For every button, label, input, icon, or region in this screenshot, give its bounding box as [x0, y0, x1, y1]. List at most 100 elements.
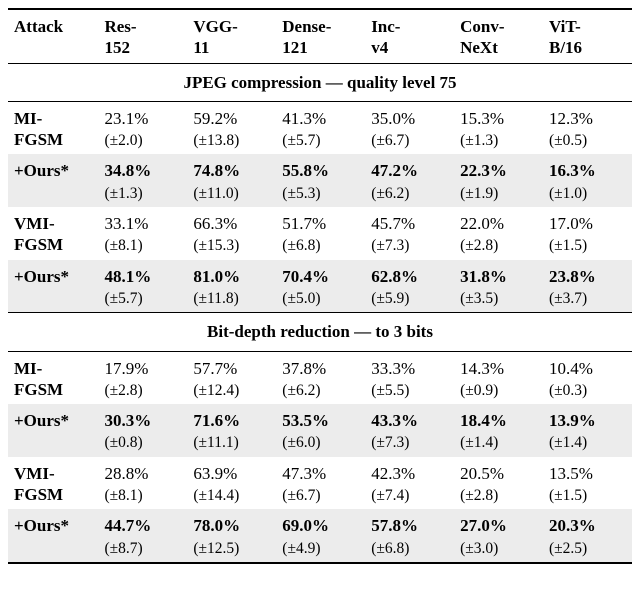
cell-stddev: (±6.2): [282, 382, 320, 399]
col-res152: Res- 152: [98, 9, 187, 63]
attack-l1: MI-: [14, 109, 42, 128]
attack-l1: VMI-: [14, 214, 55, 233]
data-cell: 66.3%(±15.3): [187, 207, 276, 260]
cell-stddev: (±6.0): [282, 434, 320, 451]
data-cell: 12.3%(±0.5): [543, 101, 632, 154]
cell-value: 23.8%: [549, 267, 596, 286]
cell-stddev: (±8.7): [104, 540, 142, 557]
col-vitb16: ViT- B/16: [543, 9, 632, 63]
cell-value: 10.4%: [549, 359, 593, 378]
cell-stddev: (±5.0): [282, 290, 320, 307]
cell-stddev: (±5.7): [282, 132, 320, 149]
col-l1: VGG-: [193, 17, 237, 36]
attack-l1: MI-: [14, 359, 42, 378]
cell-stddev: (±2.5): [549, 540, 587, 557]
col-attack: Attack: [8, 9, 98, 63]
col-l2: v4: [371, 38, 388, 57]
data-cell: 23.8%(±3.7): [543, 260, 632, 313]
cell-stddev: (±12.4): [193, 382, 239, 399]
cell-stddev: (±0.9): [460, 382, 498, 399]
table-row: VMI-FGSM33.1%(±8.1)66.3%(±15.3)51.7%(±6.…: [8, 207, 632, 260]
data-cell: 70.4%(±5.0): [276, 260, 365, 313]
cell-value: 18.4%: [460, 411, 507, 430]
data-cell: 13.9% (±1.4): [543, 404, 632, 457]
data-cell: 31.8%(±3.5): [454, 260, 543, 313]
section-title: JPEG compression — quality level 75: [8, 63, 632, 101]
col-convnext: Conv- NeXt: [454, 9, 543, 63]
cell-value: 53.5%: [282, 411, 329, 430]
data-cell: 30.3%(±0.8): [98, 404, 187, 457]
attack-cell: MI-FGSM: [8, 101, 98, 154]
data-cell: 22.3%(±1.9): [454, 154, 543, 207]
cell-value: 47.3%: [282, 464, 326, 483]
cell-value: 17.0%: [549, 214, 593, 233]
data-cell: 42.3%(±7.4): [365, 457, 454, 510]
data-cell: 23.1%(±2.0): [98, 101, 187, 154]
attack-l1: +Ours*: [14, 161, 69, 180]
results-table: Attack Res- 152 VGG- 11 Dense- 121 Inc- …: [8, 8, 632, 564]
cell-value: 41.3%: [282, 109, 326, 128]
cell-stddev: (±6.8): [282, 237, 320, 254]
col-dense121: Dense- 121: [276, 9, 365, 63]
data-cell: 57.7% (±12.4): [187, 351, 276, 404]
table-row: VMI-FGSM28.8%(±8.1)63.9%(±14.4)47.3%(±6.…: [8, 457, 632, 510]
cell-stddev: (±2.8): [460, 237, 498, 254]
data-cell: 69.0%(±4.9): [276, 509, 365, 563]
cell-stddev: (±0.8): [104, 434, 142, 451]
attack-l1: +Ours*: [14, 267, 69, 286]
col-l1: Conv-: [460, 17, 504, 36]
cell-value: 27.0%: [460, 516, 507, 535]
col-incv4: Inc- v4: [365, 9, 454, 63]
col-l1: Inc-: [371, 17, 400, 36]
table-row: MI-FGSM17.9%(±2.8)57.7%(±12.4)37.8%(±6.2…: [8, 351, 632, 404]
data-cell: 33.3%(±5.5): [365, 351, 454, 404]
col-l2: 11: [193, 38, 209, 57]
cell-stddev: (±8.1): [104, 237, 142, 254]
cell-value: 57.7%: [193, 359, 237, 378]
cell-value: 13.5%: [549, 464, 593, 483]
data-cell: 35.0%(±6.7): [365, 101, 454, 154]
data-cell: 43.3%(±7.3): [365, 404, 454, 457]
col-l2: B/16: [549, 38, 582, 57]
data-cell: 13.5%(±1.5): [543, 457, 632, 510]
data-cell: 20.5%(±2.8): [454, 457, 543, 510]
cell-value: 63.9%: [193, 464, 237, 483]
data-cell: 18.4% (±1.4): [454, 404, 543, 457]
data-cell: 48.1%(±5.7): [98, 260, 187, 313]
cell-stddev: (±0.5): [549, 132, 587, 149]
table-body: JPEG compression — quality level 75MI-FG…: [8, 63, 632, 563]
section-title: Bit-depth reduction — to 3 bits: [8, 313, 632, 351]
cell-stddev: (±1.4): [460, 434, 498, 451]
cell-stddev: (±2.0): [104, 132, 142, 149]
cell-stddev: (±2.8): [460, 487, 498, 504]
data-cell: 74.8%(±11.0): [187, 154, 276, 207]
attack-l2: FGSM: [14, 485, 63, 504]
cell-stddev: (±5.3): [282, 185, 320, 202]
cell-value: 13.9%: [549, 411, 596, 430]
attack-cell: +Ours*: [8, 404, 98, 457]
data-cell: 44.7%(±8.7): [98, 509, 187, 563]
data-cell: 47.3%(±6.7): [276, 457, 365, 510]
cell-stddev: (±0.3): [549, 382, 587, 399]
data-cell: 17.0%(±1.5): [543, 207, 632, 260]
cell-value: 16.3%: [549, 161, 596, 180]
cell-value: 71.6%: [193, 411, 240, 430]
data-cell: 62.8%(±5.9): [365, 260, 454, 313]
attack-l2: FGSM: [14, 380, 63, 399]
cell-stddev: (±5.7): [104, 290, 142, 307]
data-cell: 81.0%(±11.8): [187, 260, 276, 313]
cell-value: 57.8%: [371, 516, 418, 535]
cell-stddev: (±1.9): [460, 185, 498, 202]
cell-value: 51.7%: [282, 214, 326, 233]
cell-stddev: (±1.3): [104, 185, 142, 202]
cell-stddev: (±4.9): [282, 540, 320, 557]
cell-stddev: (±1.4): [549, 434, 587, 451]
cell-value: 14.3%: [460, 359, 504, 378]
cell-stddev: (±8.1): [104, 487, 142, 504]
data-cell: 37.8%(±6.2): [276, 351, 365, 404]
cell-stddev: (±6.7): [371, 132, 409, 149]
table-row: +Ours* 48.1%(±5.7)81.0%(±11.8)70.4%(±5.0)…: [8, 260, 632, 313]
cell-stddev: (±5.9): [371, 290, 409, 307]
col-l1: ViT-: [549, 17, 581, 36]
attack-l1: +Ours*: [14, 411, 69, 430]
